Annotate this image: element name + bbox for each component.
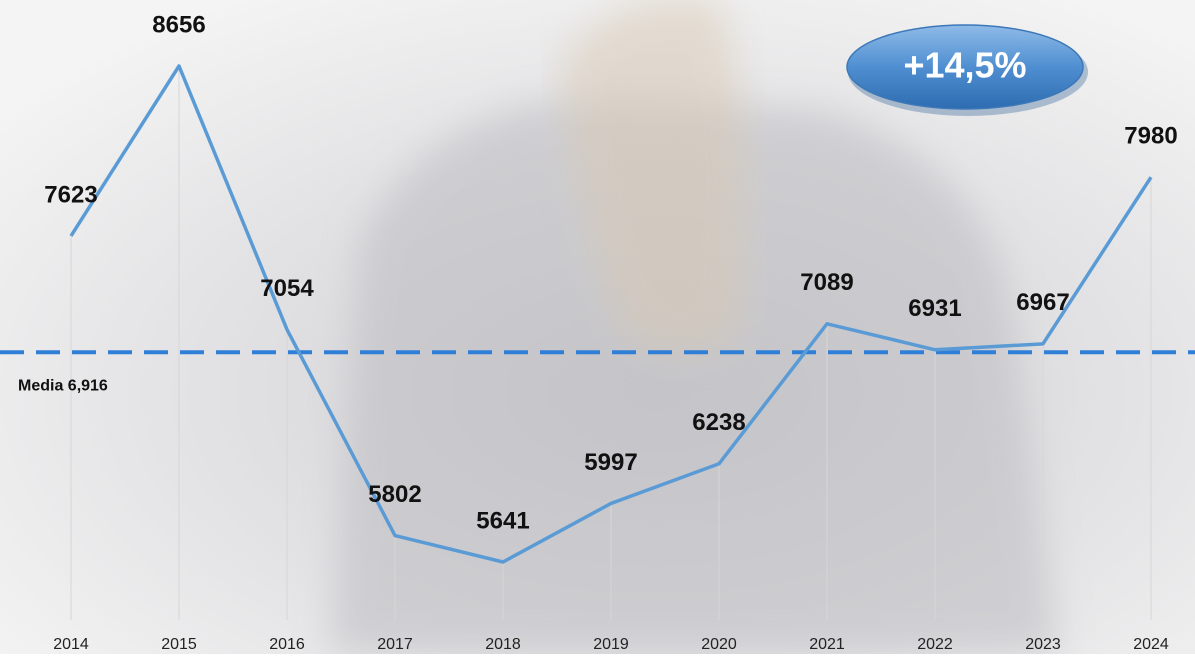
x-tick-label: 2016 <box>269 636 305 653</box>
x-tick-label: 2020 <box>701 636 737 653</box>
badge-text: +14,5% <box>903 45 1026 86</box>
badge: +14,5% <box>847 25 1088 116</box>
page: 2014 2015 2016 2017 2018 2019 2020 2021 2022 2023… <box>0 0 1195 654</box>
data-label: 5802 <box>368 481 421 508</box>
chart: 2014 2015 2016 2017 2018 2019 2020 2021 2022 2023… <box>0 0 1195 654</box>
data-label: 7980 <box>1124 123 1177 150</box>
x-tick-label: 2021 <box>809 636 845 653</box>
data-label: 5997 <box>584 449 637 476</box>
data-label: 6238 <box>692 409 745 436</box>
x-tick-label: 2024 <box>1133 636 1169 653</box>
data-label: 7623 <box>44 181 97 208</box>
data-label: 6967 <box>1016 289 1069 316</box>
data-label: 7089 <box>800 269 853 296</box>
x-tick-label: 2017 <box>377 636 413 653</box>
x-tick-label: 2014 <box>53 636 89 653</box>
x-tick-label: 2015 <box>161 636 197 653</box>
x-tick-label: 2018 <box>485 636 521 653</box>
data-label: 5641 <box>476 507 529 534</box>
x-tick-label: 2019 <box>593 636 629 653</box>
x-tick-label: 2023 <box>1025 636 1061 653</box>
data-label: 8656 <box>152 11 205 38</box>
average-label: Media 6,916 <box>18 377 108 394</box>
data-label: 7054 <box>260 275 314 302</box>
data-label: 6931 <box>908 295 961 322</box>
x-tick-label: 2022 <box>917 636 953 653</box>
